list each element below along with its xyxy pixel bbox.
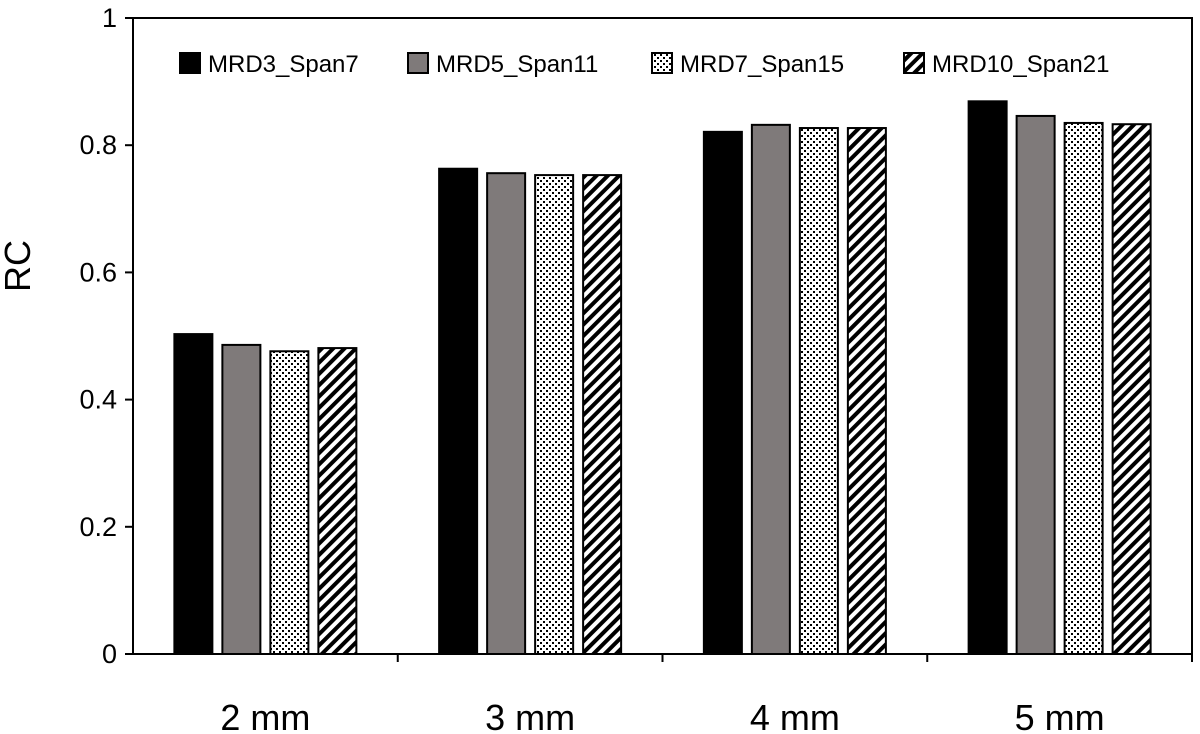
bar-mrd10-span21 [317,347,358,655]
bar-mrd3-span7 [702,130,743,655]
y-tick-label: 1 [102,3,117,33]
y-tick-label: 0.8 [79,130,117,160]
bar-mrd10-span21 [582,174,623,655]
y-axis-label: RC [0,240,38,292]
bar-mrd3-span7 [438,167,479,655]
bar-mrd10-span21 [1111,123,1152,656]
bar-mrd5-span11 [1015,114,1056,656]
y-tick-label: 0.6 [79,257,117,287]
bar-mrd5-span11 [486,172,527,656]
legend-label-mrd3-span7: MRD3_Span7 [208,51,359,78]
legend-swatch-mrd3-span7 [179,52,201,74]
y-tick-label: 0.4 [79,385,117,415]
legend-label-mrd7-span15: MRD7_Span15 [680,51,844,78]
legend-swatch-mrd10-span21 [903,52,925,74]
legend-label-mrd5-span11: MRD5_Span11 [436,51,598,78]
y-tick-label: 0 [102,639,117,669]
x-category-label: 2 mm [220,697,310,734]
bar-mrd3-span7 [967,100,1008,656]
bar-mrd5-span11 [221,343,262,655]
x-category-label: 5 mm [1015,697,1105,734]
bar-mrd7-span15 [269,350,310,655]
plot-area: 0 0.2 0.4 0.6 0.8 1 2 mm 3 mm 4 mm 5 mm MRD3_Span7… [79,3,1193,734]
legend-swatch-mrd5-span11 [407,52,429,74]
bar-mrd10-span21 [846,127,887,655]
bar-mrd7-span15 [798,127,839,655]
x-category-label: 4 mm [750,697,840,734]
bar-mrd7-span15 [1063,121,1104,655]
bar-mrd3-span7 [173,333,214,655]
legend-label-mrd10-span21: MRD10_Span21 [932,51,1109,78]
bar-mrd7-span15 [534,174,575,655]
y-tick-label: 0.2 [79,512,117,542]
x-category-label: 3 mm [485,697,575,734]
legend-swatch-mrd7-span15 [651,52,673,74]
bar-mrd5-span11 [750,123,791,655]
